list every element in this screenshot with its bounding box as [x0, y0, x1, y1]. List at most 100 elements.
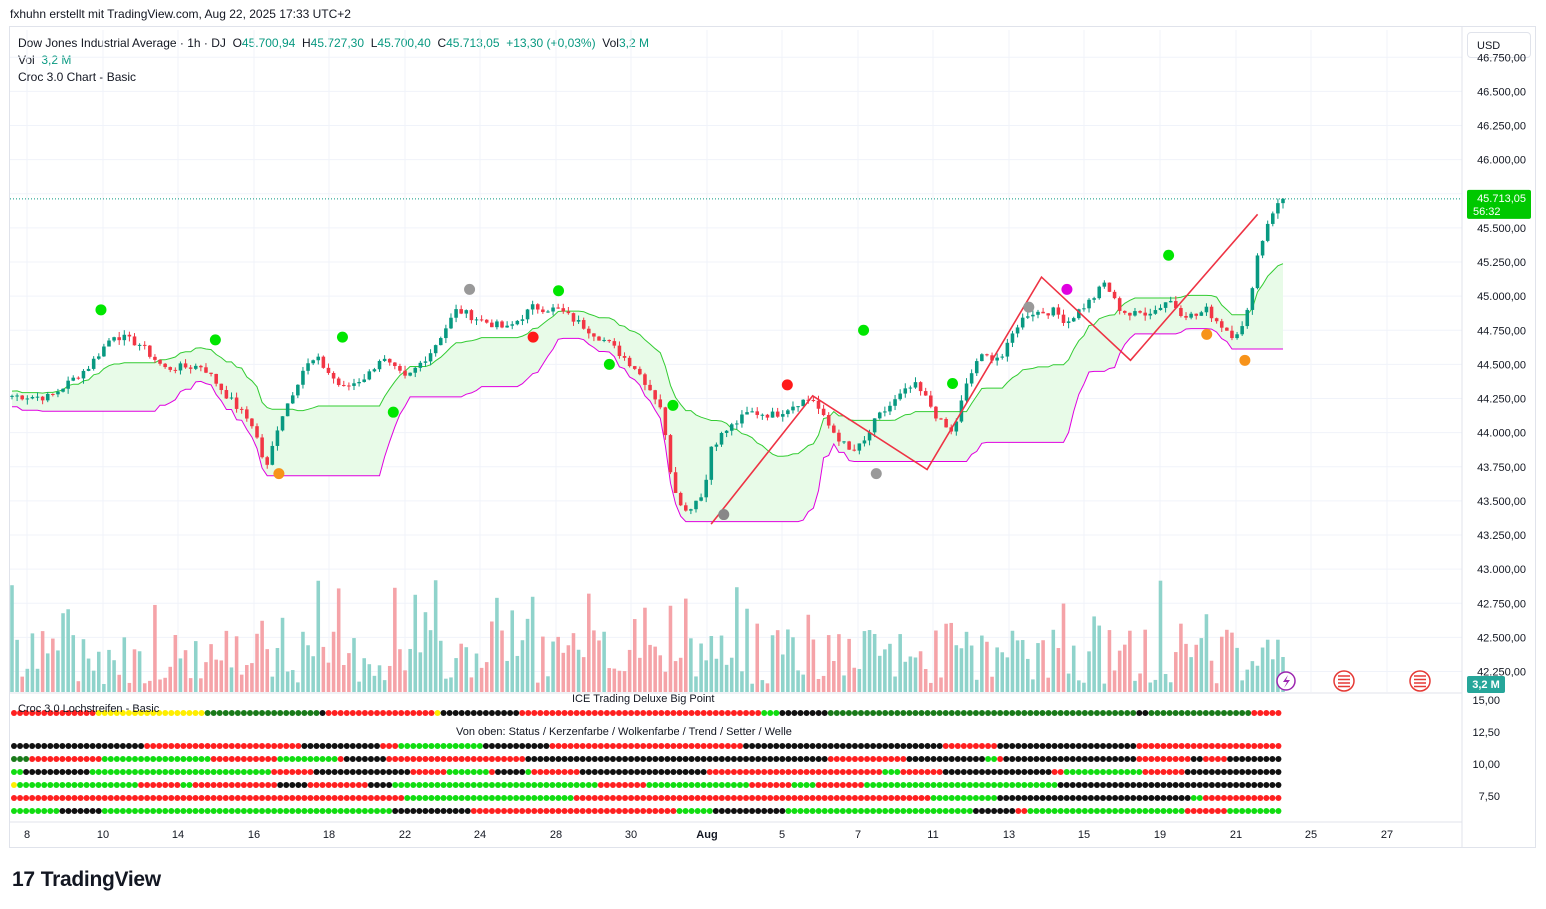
- status-dot: [791, 808, 798, 814]
- status-dot: [646, 795, 653, 801]
- status-dot: [470, 782, 477, 788]
- status-dot: [216, 782, 223, 788]
- status-dot: [767, 795, 774, 801]
- volume-bar: [908, 656, 913, 692]
- status-dot: [1208, 756, 1215, 762]
- status-dot: [882, 743, 889, 749]
- status-dot: [162, 756, 169, 762]
- status-dot: [386, 782, 393, 788]
- status-dot: [658, 710, 665, 716]
- volume-bar: [321, 646, 326, 692]
- status-dot: [228, 808, 235, 814]
- status-dot: [1118, 782, 1125, 788]
- status-dot: [936, 743, 943, 749]
- status-dot: [646, 756, 653, 762]
- status-dot: [162, 782, 169, 788]
- candle-body: [505, 325, 509, 328]
- status-dot: [283, 743, 290, 749]
- y-tick-label: 46.500,00: [1477, 86, 1526, 98]
- candle-body: [433, 345, 438, 354]
- candle-body: [719, 432, 724, 445]
- candle-body: [918, 382, 923, 392]
- status-dot: [845, 782, 852, 788]
- status-dot: [888, 795, 895, 801]
- symbol-title[interactable]: Dow Jones Industrial Average · 1h · DJ: [18, 36, 226, 50]
- status-dot: [549, 743, 556, 749]
- status-dot: [918, 743, 925, 749]
- status-dot: [482, 795, 489, 801]
- status-dot: [265, 782, 272, 788]
- candle-body: [25, 398, 30, 400]
- status-dot: [1227, 795, 1234, 801]
- volume-bar: [1087, 651, 1091, 692]
- status-dot: [343, 808, 350, 814]
- indicator-title-1[interactable]: ICE Trading Deluxe Big Point: [572, 693, 715, 705]
- candle-body: [469, 310, 474, 321]
- currency-button[interactable]: USD: [1467, 32, 1531, 58]
- status-dot: [652, 756, 659, 762]
- candle-body: [893, 399, 897, 406]
- status-dot: [495, 769, 501, 775]
- status-dot: [11, 782, 17, 788]
- status-dot: [404, 782, 411, 788]
- status-dot: [501, 756, 508, 762]
- volume-bar: [479, 667, 484, 692]
- y-tick-label: 44.000,00: [1477, 428, 1526, 440]
- volume-bar: [408, 648, 412, 692]
- indicator-title-2[interactable]: Von oben: Status / Kerzenfarbe / Wolkenf…: [456, 726, 792, 738]
- status-dot: [797, 743, 804, 749]
- status-dot: [113, 808, 120, 814]
- indicator-y-tick: 12,50: [1472, 727, 1500, 739]
- status-dot: [525, 808, 532, 814]
- status-dot: [174, 769, 181, 775]
- status-dot: [107, 743, 114, 749]
- status-dot: [688, 795, 695, 801]
- status-dot: [924, 769, 931, 775]
- status-dot: [1233, 769, 1240, 775]
- volume-bar: [638, 657, 642, 692]
- status-dot: [374, 743, 380, 749]
- status-dot: [821, 743, 828, 749]
- candle-body: [1051, 307, 1056, 316]
- status-dot: [23, 710, 30, 716]
- status-dot: [101, 795, 108, 801]
- status-dot: [942, 795, 949, 801]
- volume-bar: [985, 641, 989, 692]
- status-dot: [724, 756, 731, 762]
- status-dot: [319, 710, 326, 716]
- status-dot: [628, 756, 635, 762]
- status-dot: [1245, 756, 1252, 762]
- status-dot: [180, 743, 187, 749]
- status-dot: [591, 743, 598, 749]
- candle-body: [1276, 203, 1280, 214]
- tradingview-logo[interactable]: 17 TradingView: [12, 868, 161, 891]
- status-dot: [773, 782, 780, 788]
- status-dot: [997, 743, 1004, 749]
- status-dot: [972, 756, 979, 762]
- status-dot: [924, 756, 931, 762]
- status-dot: [446, 743, 453, 749]
- volume-legend[interactable]: Vol 3,2 M: [18, 53, 72, 67]
- status-dot: [531, 782, 538, 788]
- status-dot: [150, 808, 157, 814]
- candle-body: [1148, 313, 1153, 316]
- status-dot: [1178, 710, 1185, 716]
- status-dot: [597, 782, 604, 788]
- status-dot: [1051, 795, 1058, 801]
- status-dot: [313, 710, 320, 716]
- status-dot: [670, 782, 677, 788]
- status-dot: [930, 756, 937, 762]
- indicator-subtitle-1[interactable]: Croc 3.0 Lochstreifen - Basic: [18, 703, 160, 715]
- x-tick-label: 15: [1078, 829, 1090, 841]
- status-dot: [706, 808, 713, 814]
- status-dot: [724, 743, 731, 749]
- status-dot: [355, 808, 362, 814]
- status-dot: [1003, 782, 1010, 788]
- croc-legend[interactable]: Croc 3.0 Chart - Basic: [18, 70, 137, 84]
- candle-body: [413, 367, 418, 373]
- status-dot: [343, 756, 350, 762]
- status-dot: [1021, 769, 1028, 775]
- candle-body: [142, 344, 147, 346]
- status-dot: [1166, 756, 1173, 762]
